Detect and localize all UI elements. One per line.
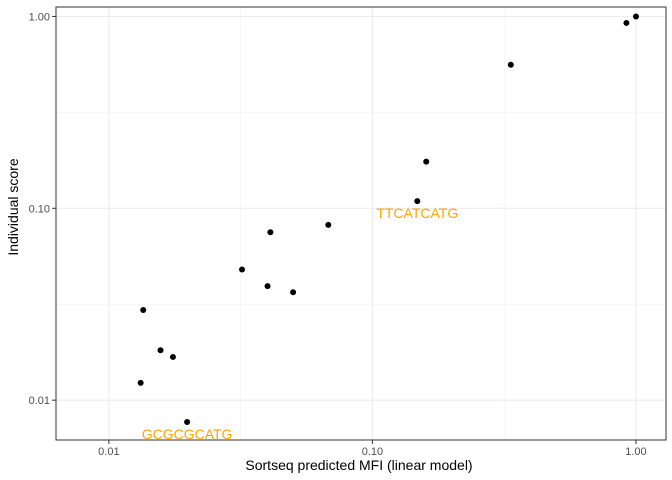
data-point	[414, 198, 421, 205]
panel-border	[55, 6, 667, 441]
data-point	[169, 353, 176, 360]
grid-layer	[56, 7, 666, 440]
y-tick-label: 1.00	[29, 11, 50, 23]
data-point	[184, 418, 191, 425]
data-point	[623, 19, 630, 26]
data-point	[239, 266, 246, 273]
point-annotation-label: GCGCGCATG	[142, 426, 233, 442]
tick-layer: 0.01 0.10 1.00 0.01 0.10 1.00	[29, 11, 647, 458]
data-point	[264, 283, 271, 290]
x-tick-label: 0.10	[362, 446, 383, 458]
data-point	[507, 61, 514, 68]
y-tick-label: 0.01	[29, 395, 50, 407]
annotation-layer: TTCATCATG GCGCGCATG	[142, 205, 459, 442]
point-annotation-label: TTCATCATG	[376, 205, 458, 221]
data-point	[632, 13, 639, 20]
data-point	[325, 221, 332, 228]
y-tick-label: 0.10	[29, 203, 50, 215]
data-point	[290, 289, 297, 296]
data-point	[423, 158, 430, 165]
x-tick-label: 0.01	[98, 446, 119, 458]
data-point	[137, 379, 144, 386]
data-point	[157, 347, 164, 354]
point-layer	[137, 13, 639, 425]
x-tick-label: 1.00	[625, 446, 646, 458]
data-point	[140, 307, 147, 314]
y-axis-title: Individual score	[5, 158, 21, 255]
data-point	[267, 229, 274, 236]
x-axis-title: Sortseq predicted MFI (linear model)	[245, 457, 472, 473]
